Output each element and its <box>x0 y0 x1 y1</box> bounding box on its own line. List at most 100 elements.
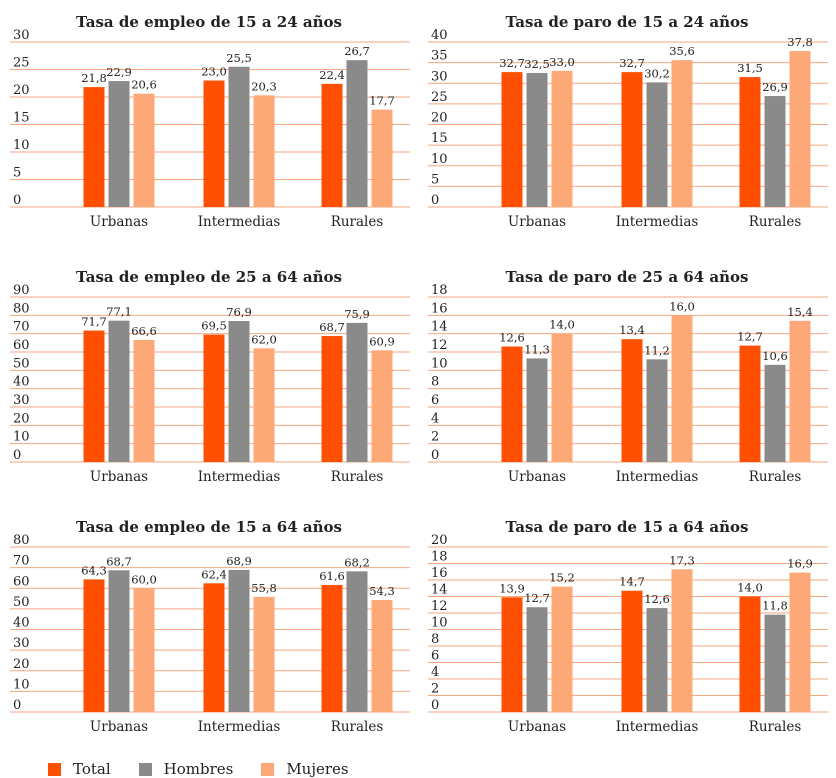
legend-label: Total <box>73 760 111 778</box>
y-tick-label: 18 <box>431 550 448 565</box>
y-tick-label: 50 <box>13 595 30 610</box>
data-label: 21,8 <box>81 71 107 85</box>
y-tick-label: 10 <box>13 677 30 692</box>
bar-total <box>621 72 643 207</box>
data-label: 31,5 <box>737 61 763 75</box>
data-label: 20,6 <box>131 78 157 92</box>
y-tick-label: 8 <box>431 375 439 390</box>
chart-title: Tasa de empleo de 15 a 64 años <box>76 518 342 536</box>
category-label: Rurales <box>749 214 802 230</box>
category-label: Intermedias <box>616 214 699 230</box>
data-label: 12,6 <box>499 331 525 345</box>
y-tick-label: 60 <box>13 338 30 353</box>
bar-total <box>739 77 761 207</box>
bar-mujeres <box>253 596 275 712</box>
bar-mujeres <box>671 315 693 462</box>
bar-total <box>321 83 343 207</box>
bar-mujeres <box>671 60 693 208</box>
data-label: 60,9 <box>369 334 395 348</box>
chart-panel-paro-15-64: Tasa de paro de 15 a 64 años 0 2 4 6 8 10 12 14… <box>418 505 836 760</box>
data-label: 68,2 <box>344 555 370 569</box>
y-tick-label: 10 <box>431 616 448 631</box>
data-label: 11,3 <box>524 342 550 356</box>
data-label: 10,6 <box>762 349 788 363</box>
data-label: 75,9 <box>344 307 370 321</box>
y-tick-label: 15 <box>13 111 30 126</box>
data-label: 20,3 <box>251 79 277 93</box>
y-tick-label: 20 <box>13 411 30 426</box>
bar-mujeres <box>671 569 693 712</box>
y-tick-label: 16 <box>431 301 448 316</box>
data-label: 68,7 <box>319 320 345 334</box>
data-label: 32,7 <box>499 56 525 70</box>
y-tick-label: 50 <box>13 356 30 371</box>
category-label: Urbanas <box>508 214 566 230</box>
y-tick-label: 16 <box>431 566 448 581</box>
bar-total <box>501 72 523 207</box>
data-label: 69,5 <box>201 319 227 333</box>
y-tick-label: 14 <box>431 583 448 598</box>
data-label: 35,6 <box>669 44 695 58</box>
bar-total <box>739 345 761 462</box>
y-tick-label: 20 <box>431 533 448 548</box>
y-tick-label: 0 <box>431 448 439 463</box>
data-label: 13,9 <box>499 581 525 595</box>
bar-hombres <box>346 571 368 712</box>
data-label: 22,9 <box>106 65 132 79</box>
y-tick-label: 2 <box>431 682 439 697</box>
y-tick-label: 60 <box>13 574 30 589</box>
y-tick-label: 15 <box>431 131 448 146</box>
data-label: 33,0 <box>549 55 575 69</box>
bar-hombres <box>764 614 786 712</box>
y-tick-label: 5 <box>431 172 439 187</box>
category-label: Rurales <box>331 469 384 485</box>
bar-mujeres <box>133 93 155 207</box>
data-label: 61,6 <box>319 569 345 583</box>
legend-swatch-total <box>48 762 61 776</box>
bar-mujeres <box>551 70 573 207</box>
chart-title: Tasa de paro de 25 a 64 años <box>505 268 749 286</box>
y-tick-label: 80 <box>13 533 30 548</box>
data-label: 17,3 <box>669 553 695 567</box>
data-label: 54,3 <box>369 584 395 598</box>
y-tick-label: 25 <box>13 56 30 71</box>
y-tick-label: 5 <box>13 166 21 181</box>
chart-panel-paro-15-24: Tasa de paro de 15 a 24 años 0 5 10 15 20 25 3… <box>418 0 836 255</box>
data-label: 12,7 <box>524 591 550 605</box>
data-label: 68,7 <box>106 554 132 568</box>
category-label: Rurales <box>749 719 802 735</box>
category-label: Intermedias <box>198 214 281 230</box>
data-label: 16,9 <box>787 557 813 571</box>
y-tick-label: 0 <box>13 698 21 713</box>
y-tick-label: 70 <box>13 554 30 569</box>
data-label: 32,5 <box>524 57 550 71</box>
y-tick-label: 6 <box>431 649 439 664</box>
data-label: 71,7 <box>81 315 107 329</box>
y-tick-label: 90 <box>13 283 30 298</box>
category-label: Urbanas <box>508 469 566 485</box>
y-tick-label: 4 <box>431 665 439 680</box>
y-tick-label: 20 <box>431 111 448 126</box>
category-label: Urbanas <box>90 719 148 735</box>
chart-title: Tasa de paro de 15 a 64 años <box>505 518 749 536</box>
y-tick-label: 25 <box>431 90 448 105</box>
bar-hombres <box>228 569 250 712</box>
legend-item-total: Total <box>48 760 111 778</box>
bar-total <box>321 584 343 712</box>
y-tick-label: 0 <box>431 193 439 208</box>
data-label: 55,8 <box>251 581 277 595</box>
legend-label: Hombres <box>163 760 234 778</box>
bar-mujeres <box>133 339 155 462</box>
data-label: 12,7 <box>737 330 763 344</box>
bar-total <box>621 590 643 712</box>
data-label: 62,0 <box>251 332 277 346</box>
bar-total <box>83 330 105 462</box>
bar-mujeres <box>371 600 393 712</box>
bar-mujeres <box>551 333 573 462</box>
legend-swatch-hombres <box>138 762 152 776</box>
bar-total <box>83 579 105 712</box>
y-tick-label: 70 <box>13 320 30 335</box>
legend: Total Hombres Mujeres <box>48 760 377 778</box>
bar-mujeres <box>371 350 393 462</box>
y-tick-label: 4 <box>431 411 439 426</box>
